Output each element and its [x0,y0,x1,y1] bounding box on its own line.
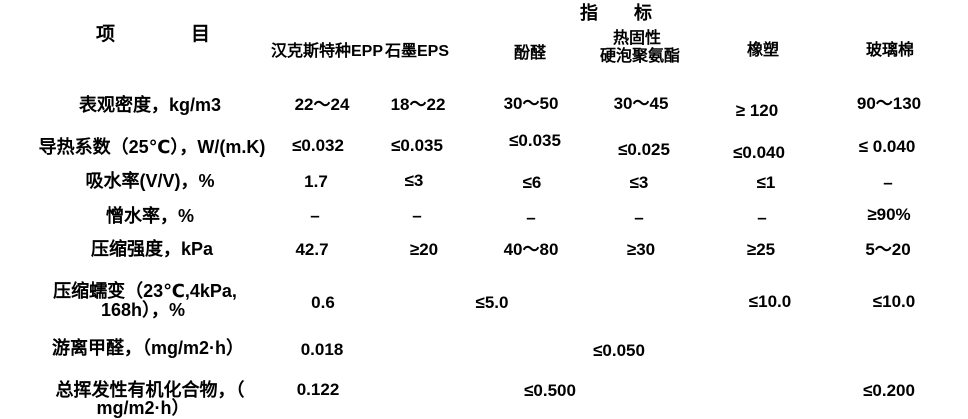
row-label-formaldehyde: 游离甲醛，（mg/m2·h） [51,338,245,358]
indicator-title: 指 标 [580,3,652,23]
conductivity-rubber: ≤0.040 [733,143,785,162]
voc-epp: 0.122 [296,380,340,399]
strength-glasswool: 5～20 [865,240,911,259]
row-label-absorption: 吸水率(V/V)，% [85,171,215,191]
creep-rubber: ≤10.0 [748,292,792,311]
absorption-eps: ≤3 [404,171,424,190]
row-label-creep-line1: 压缩蠕变（23℃,4kPa, [53,281,237,301]
column-header-pu-line1: 热固性 [612,30,662,47]
item-column-header: 项 目 [95,24,211,45]
strength-eps: ≥20 [409,240,439,259]
conductivity-phenolic: ≤0.035 [509,131,561,150]
density-pu: 30～45 [613,94,669,113]
creep-glasswool: ≤10.0 [872,292,916,311]
voc-glasswool: ≤0.200 [863,381,915,400]
row-label-voc-line1: 总挥发性有机化合物，（ [55,380,245,400]
voc-merged: ≤0.500 [524,381,576,400]
column-header-phenolic: 酚醛 [513,45,547,62]
formaldehyde-merged: ≤0.050 [593,341,645,360]
density-epp: 22～24 [294,95,350,114]
strength-rubber: ≥25 [746,240,776,259]
strength-phenolic: 40～80 [503,240,559,259]
conductivity-eps: ≤0.035 [391,136,443,155]
row-label-strength: 压缩强度，kPa [90,239,214,259]
density-rubber: ≥ 120 [735,101,779,120]
creep-epp: 0.6 [311,293,335,312]
absorption-glasswool: – [883,173,893,192]
repellency-phenolic: – [526,208,536,227]
strength-pu: ≥30 [626,240,656,259]
column-header-eps: 石墨EPS [384,43,450,60]
column-header-epp: 汉克斯特种EPP [270,43,384,60]
absorption-phenolic: ≤6 [522,173,542,192]
repellency-glasswool: ≥90% [867,205,911,224]
row-label-conductivity: 导热系数（25℃），W/(m.K) [38,137,266,157]
conductivity-glasswool: ≤ 0.040 [858,137,916,156]
row-label-density: 表观密度，kg/m3 [78,95,222,115]
column-header-pu-line2: 硬泡聚氨酯 [599,48,681,65]
repellency-pu: – [634,208,644,227]
density-eps: 18～22 [390,95,446,114]
density-glasswool: 90～130 [856,94,922,113]
absorption-rubber: ≤1 [756,173,776,192]
density-phenolic: 30～50 [503,94,559,113]
repellency-eps: – [412,206,422,225]
row-label-voc-line2: mg/m2·h） [96,398,190,418]
strength-epp: 42.7 [295,240,329,259]
conductivity-epp: ≤0.032 [292,136,344,155]
column-header-glasswool: 玻璃棉 [865,42,915,59]
row-label-repellency: 憎水率，% [105,206,195,226]
formaldehyde-epp: 0.018 [300,340,344,359]
conductivity-pu: ≤0.025 [618,140,670,159]
repellency-epp: – [310,206,320,225]
absorption-epp: 1.7 [304,172,328,191]
row-label-creep-line2: 168h），% [100,300,186,320]
repellency-rubber: – [757,208,767,227]
absorption-pu: ≤3 [629,173,649,192]
column-header-rubber: 橡塑 [746,42,780,59]
creep-merged: ≤5.0 [475,293,509,312]
